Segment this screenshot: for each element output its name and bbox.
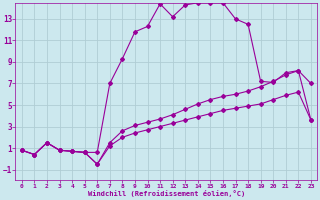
X-axis label: Windchill (Refroidissement éolien,°C): Windchill (Refroidissement éolien,°C)	[88, 190, 245, 197]
